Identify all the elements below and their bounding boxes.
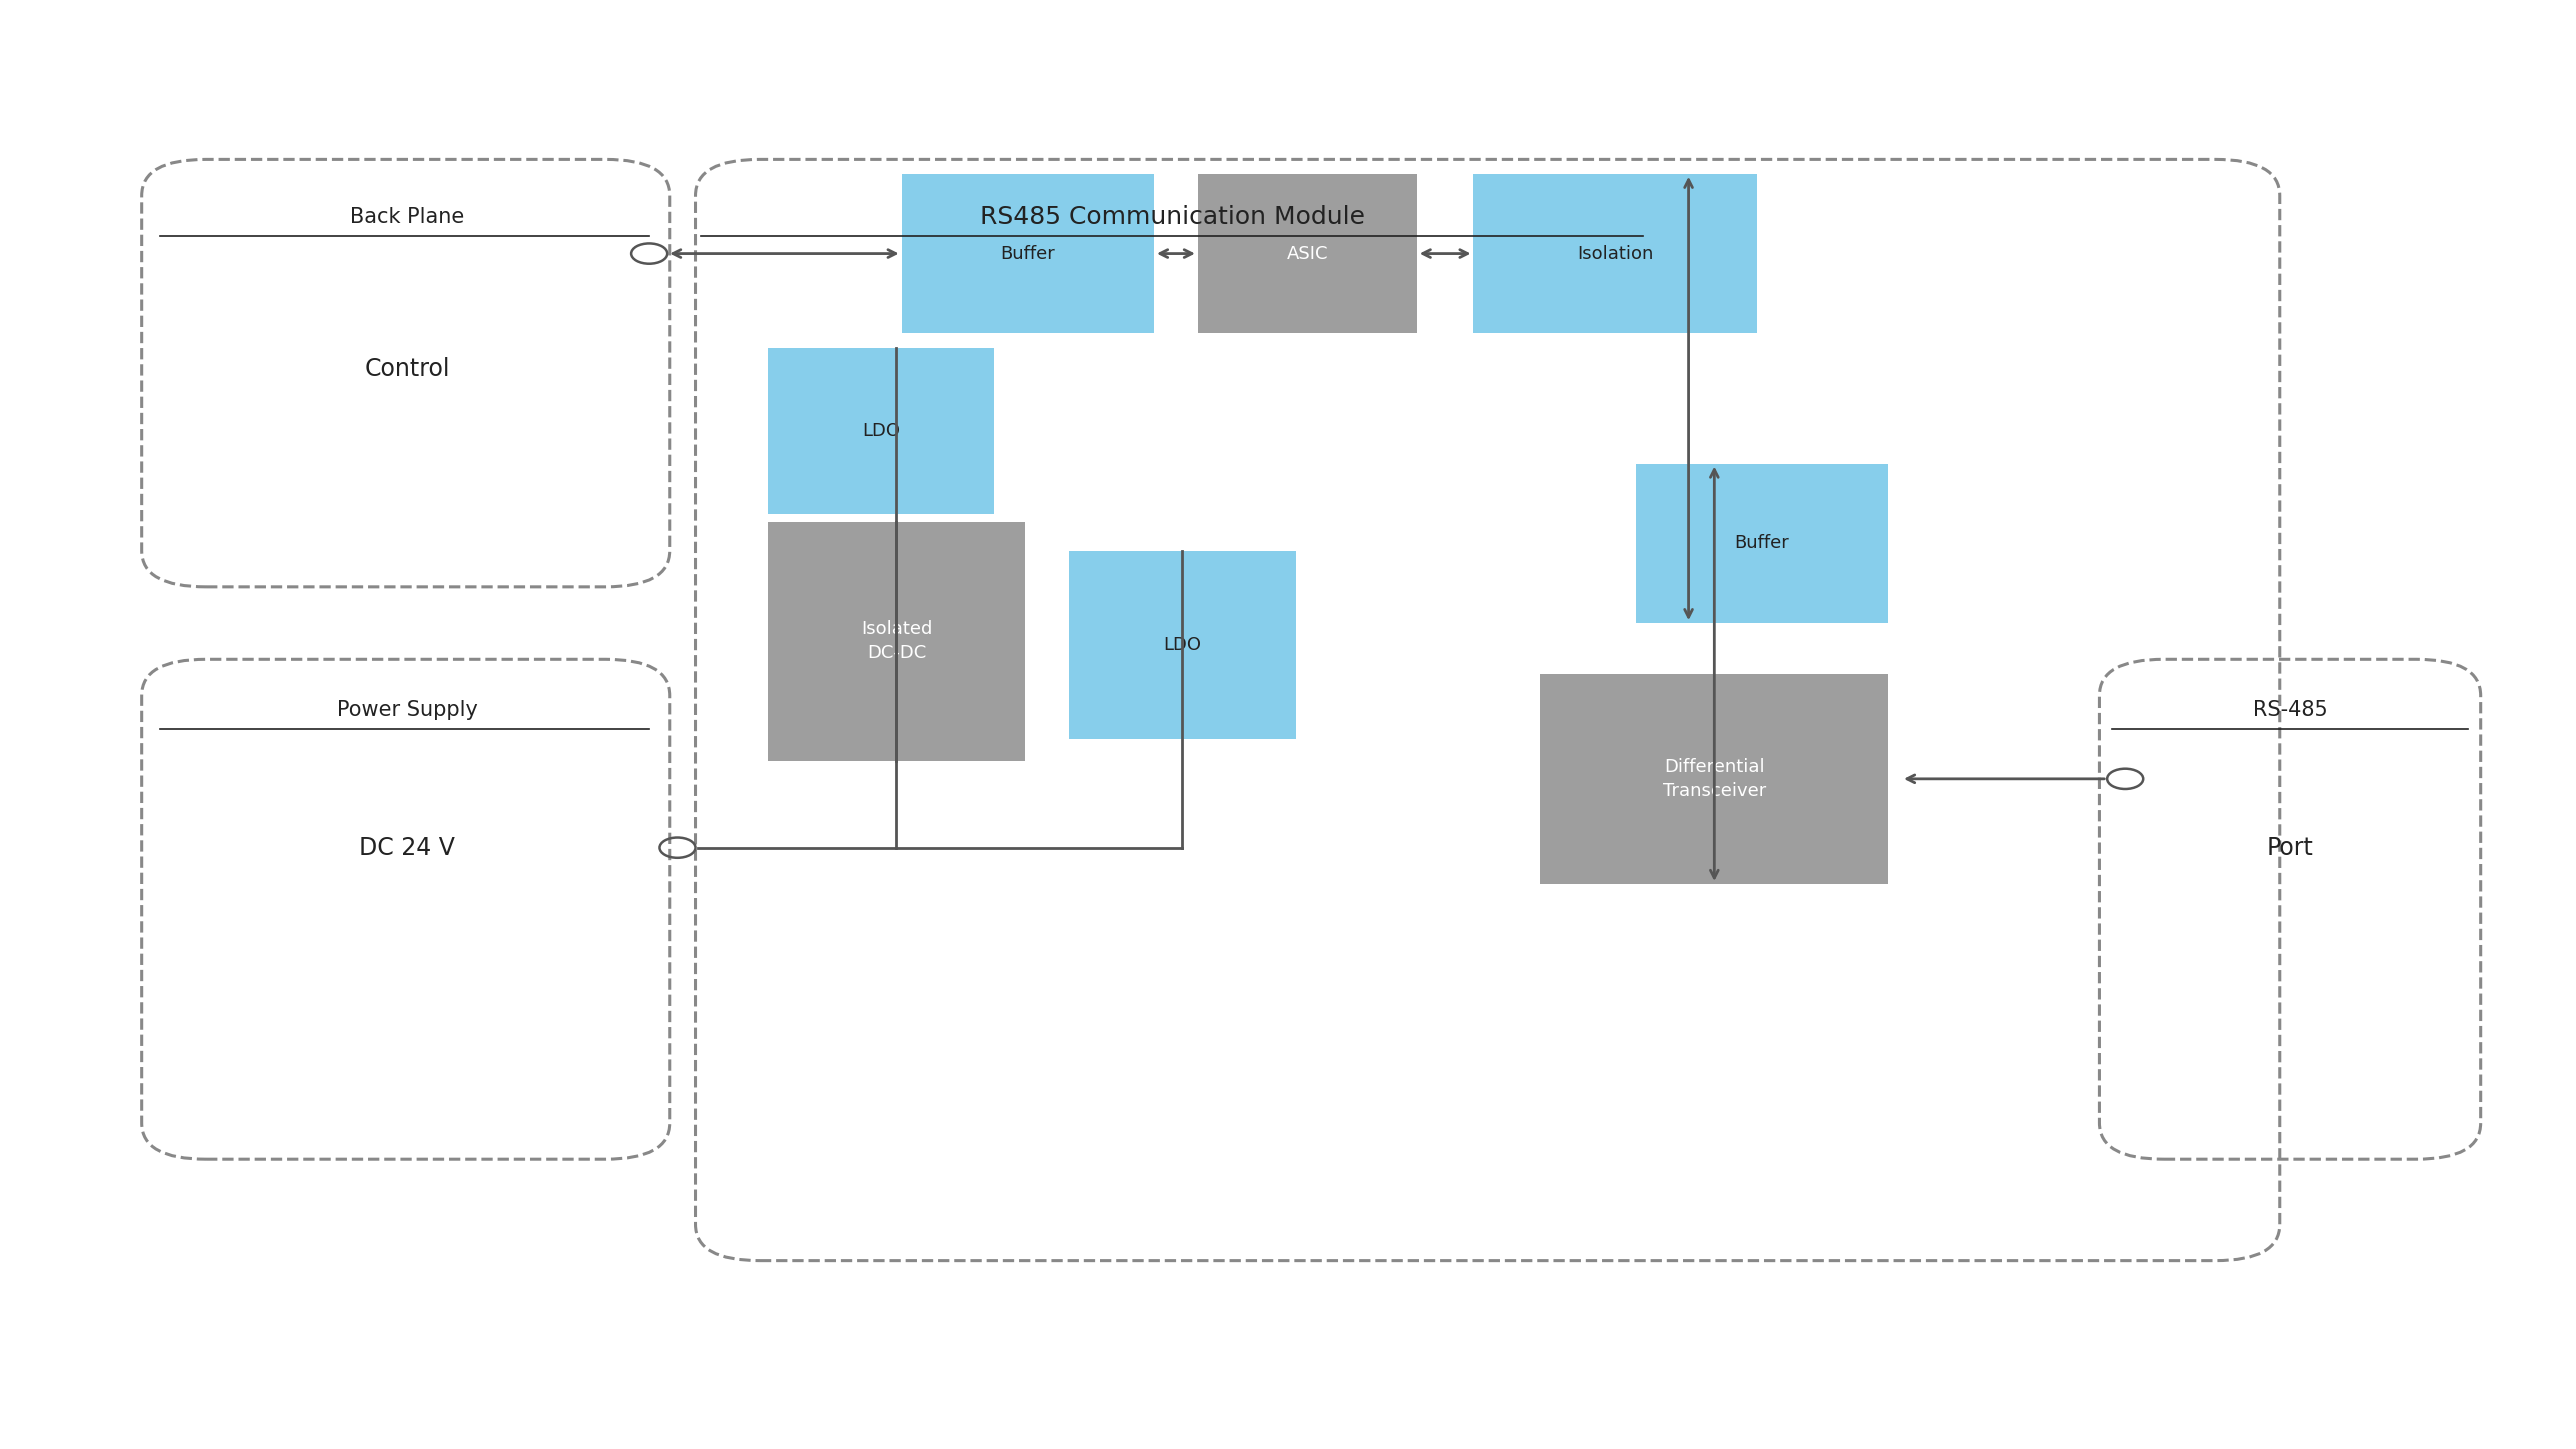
Text: Isolation: Isolation <box>1577 245 1654 262</box>
Text: Control: Control <box>363 358 451 381</box>
Text: Differential
Transceiver: Differential Transceiver <box>1662 758 1767 800</box>
Text: RS485 Communication Module: RS485 Communication Module <box>979 206 1365 229</box>
FancyBboxPatch shape <box>768 522 1025 761</box>
Text: Power Supply: Power Supply <box>337 700 477 720</box>
Text: LDO: LDO <box>1164 636 1200 653</box>
FancyBboxPatch shape <box>1198 174 1417 333</box>
FancyBboxPatch shape <box>902 174 1154 333</box>
Text: Back Plane: Back Plane <box>350 207 464 227</box>
FancyBboxPatch shape <box>768 348 994 514</box>
FancyBboxPatch shape <box>1636 464 1888 623</box>
Text: Isolated
DC-DC: Isolated DC-DC <box>860 620 933 662</box>
FancyBboxPatch shape <box>1069 551 1296 739</box>
FancyBboxPatch shape <box>1540 674 1888 884</box>
Text: LDO: LDO <box>863 422 899 440</box>
Text: Port: Port <box>2267 836 2313 859</box>
Text: Buffer: Buffer <box>999 245 1056 262</box>
Text: RS-485: RS-485 <box>2251 700 2329 720</box>
FancyBboxPatch shape <box>1473 174 1757 333</box>
Text: ASIC: ASIC <box>1285 245 1329 262</box>
Text: DC 24 V: DC 24 V <box>358 836 456 859</box>
Text: Buffer: Buffer <box>1734 535 1790 552</box>
